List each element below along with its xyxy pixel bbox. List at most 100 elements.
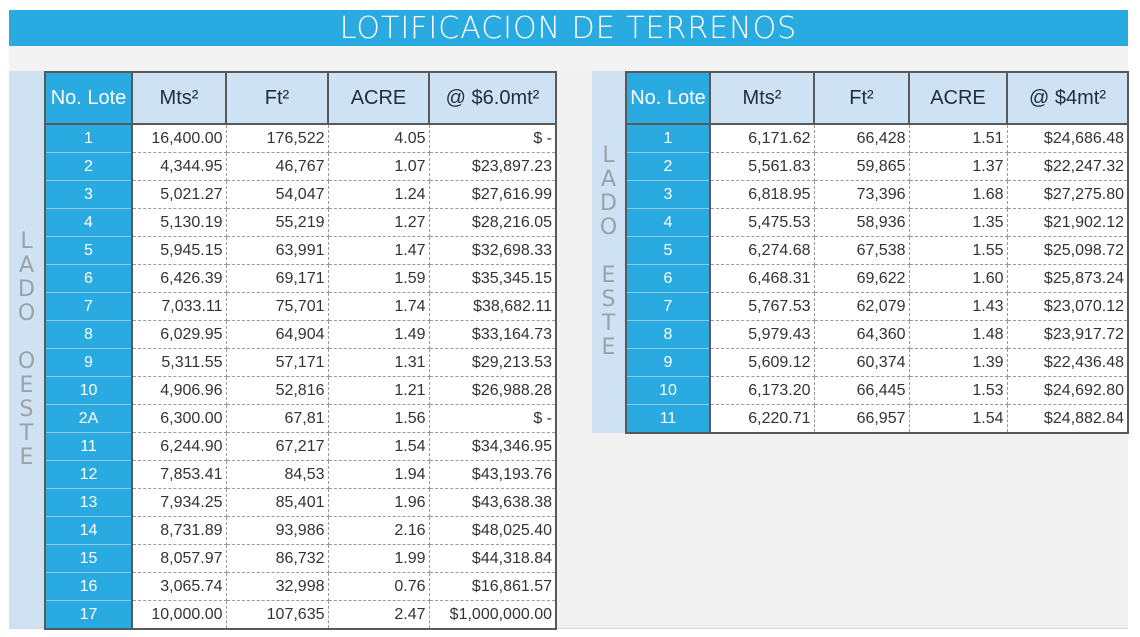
table-cell[interactable]: $1,000,000.00: [429, 600, 557, 630]
table-cell[interactable]: 4.05: [328, 124, 430, 153]
table-cell[interactable]: $22,247.32: [1007, 152, 1129, 181]
table-row[interactable]: 3 6,818.95 73,396 1.68 $27,275.80: [625, 180, 1129, 209]
lot-number-cell[interactable]: 5: [625, 236, 711, 265]
table-cell[interactable]: 1.96: [328, 488, 430, 517]
table-row[interactable]: 17 10,000.00 107,635 2.47 $1,000,000.00: [44, 600, 557, 630]
table-row[interactable]: 2A 6,300.00 67,81 1.56 $ -: [44, 404, 557, 433]
table-cell[interactable]: 1.48: [909, 320, 1008, 349]
table-cell[interactable]: 8,731.89: [132, 516, 227, 545]
column-header[interactable]: No. Lote: [44, 71, 133, 125]
lot-number-cell[interactable]: 15: [44, 544, 133, 573]
table-cell[interactable]: 1.55: [909, 236, 1008, 265]
table-cell[interactable]: 4,906.96: [132, 376, 227, 405]
table-cell[interactable]: 5,475.53: [710, 208, 815, 237]
table-cell[interactable]: 60,374: [814, 348, 910, 377]
table-cell[interactable]: $43,193.76: [429, 460, 557, 489]
lot-number-cell[interactable]: 2: [44, 152, 133, 181]
table-cell[interactable]: 1.21: [328, 376, 430, 405]
lot-number-cell[interactable]: 14: [44, 516, 133, 545]
table-row[interactable]: 15 8,057.97 86,732 1.99 $44,318.84: [44, 544, 557, 573]
table-cell[interactable]: 5,130.19: [132, 208, 227, 237]
lot-number-cell[interactable]: 12: [44, 460, 133, 489]
table-cell[interactable]: $ -: [429, 124, 557, 153]
table-cell[interactable]: 54,047: [226, 180, 329, 209]
lot-number-cell[interactable]: 1: [625, 124, 711, 153]
table-cell[interactable]: 5,767.53: [710, 292, 815, 321]
lot-number-cell[interactable]: 11: [625, 404, 711, 434]
table-cell[interactable]: 62,079: [814, 292, 910, 321]
table-cell[interactable]: 5,311.55: [132, 348, 227, 377]
table-cell[interactable]: 64,904: [226, 320, 329, 349]
table-row[interactable]: 14 8,731.89 93,986 2.16 $48,025.40: [44, 516, 557, 545]
table-row[interactable]: 10 4,906.96 52,816 1.21 $26,988.28: [44, 376, 557, 405]
column-header[interactable]: ACRE: [908, 71, 1008, 125]
table-cell[interactable]: 52,816: [226, 376, 329, 405]
table-cell[interactable]: $16,861.57: [429, 572, 557, 601]
table-cell[interactable]: 2.47: [328, 600, 430, 630]
table-cell[interactable]: 1.94: [328, 460, 430, 489]
table-row[interactable]: 13 7,934.25 85,401 1.96 $43,638.38: [44, 488, 557, 517]
table-cell[interactable]: 5,561.83: [710, 152, 815, 181]
table-cell[interactable]: 6,300.00: [132, 404, 227, 433]
table-cell[interactable]: $32,698.33: [429, 236, 557, 265]
table-cell[interactable]: 1.54: [909, 404, 1008, 434]
table-cell[interactable]: 1.56: [328, 404, 430, 433]
table-cell[interactable]: 69,171: [226, 264, 329, 293]
table-cell[interactable]: 1.60: [909, 264, 1008, 293]
lot-number-cell[interactable]: 3: [625, 180, 711, 209]
table-cell[interactable]: 73,396: [814, 180, 910, 209]
table-cell[interactable]: 1.07: [328, 152, 430, 181]
table-cell[interactable]: 6,818.95: [710, 180, 815, 209]
lot-number-cell[interactable]: 17: [44, 600, 133, 630]
column-header[interactable]: @ $4mt²: [1006, 71, 1129, 125]
lot-number-cell[interactable]: 4: [44, 208, 133, 237]
table-cell[interactable]: 6,029.95: [132, 320, 227, 349]
table-cell[interactable]: 6,173.20: [710, 376, 815, 405]
table-cell[interactable]: 66,445: [814, 376, 910, 405]
table-cell[interactable]: 1.49: [328, 320, 430, 349]
table-cell[interactable]: 46,767: [226, 152, 329, 181]
table-row[interactable]: 12 7,853.41 84,53 1.94 $43,193.76: [44, 460, 557, 489]
lot-number-cell[interactable]: 5: [44, 236, 133, 265]
table-cell[interactable]: $33,164.73: [429, 320, 557, 349]
table-cell[interactable]: 2.16: [328, 516, 430, 545]
table-cell[interactable]: 1.54: [328, 432, 430, 461]
table-cell[interactable]: 86,732: [226, 544, 329, 573]
table-cell[interactable]: $27,275.80: [1007, 180, 1129, 209]
table-cell[interactable]: 66,428: [814, 124, 910, 153]
lot-number-cell[interactable]: 10: [625, 376, 711, 405]
table-row[interactable]: 5 6,274.68 67,538 1.55 $25,098.72: [625, 236, 1129, 265]
table-cell[interactable]: 6,468.31: [710, 264, 815, 293]
table-cell[interactable]: 85,401: [226, 488, 329, 517]
table-row[interactable]: 2 4,344.95 46,767 1.07 $23,897.23: [44, 152, 557, 181]
table-row[interactable]: 16 3,065.74 32,998 0.76 $16,861.57: [44, 572, 557, 601]
table-cell[interactable]: 1.31: [328, 348, 430, 377]
table-cell[interactable]: $24,692.80: [1007, 376, 1129, 405]
table-cell[interactable]: 1.39: [909, 348, 1008, 377]
table-cell[interactable]: 63,991: [226, 236, 329, 265]
table-cell[interactable]: 8,057.97: [132, 544, 227, 573]
table-cell[interactable]: $24,686.48: [1007, 124, 1129, 153]
table-cell[interactable]: 1.35: [909, 208, 1008, 237]
table-cell[interactable]: 84,53: [226, 460, 329, 489]
lot-number-cell[interactable]: 6: [625, 264, 711, 293]
table-cell[interactable]: $ -: [429, 404, 557, 433]
table-cell[interactable]: 1.51: [909, 124, 1008, 153]
table-row[interactable]: 1 16,400.00 176,522 4.05 $ -: [44, 124, 557, 153]
table-cell[interactable]: 176,522: [226, 124, 329, 153]
table-cell[interactable]: 1.53: [909, 376, 1008, 405]
table-cell[interactable]: $26,988.28: [429, 376, 557, 405]
table-row[interactable]: 3 5,021.27 54,047 1.24 $27,616.99: [44, 180, 557, 209]
table-cell[interactable]: 107,635: [226, 600, 329, 630]
table-cell[interactable]: 75,701: [226, 292, 329, 321]
table-cell[interactable]: 5,979.43: [710, 320, 815, 349]
table-cell[interactable]: $23,070.12: [1007, 292, 1129, 321]
table-cell[interactable]: $48,025.40: [429, 516, 557, 545]
lot-number-cell[interactable]: 8: [625, 320, 711, 349]
table-row[interactable]: 11 6,220.71 66,957 1.54 $24,882.84: [625, 404, 1129, 434]
table-cell[interactable]: 6,274.68: [710, 236, 815, 265]
column-header[interactable]: Mts²: [709, 71, 815, 125]
table-cell[interactable]: 6,244.90: [132, 432, 227, 461]
table-cell[interactable]: $38,682.11: [429, 292, 557, 321]
table-cell[interactable]: $23,917.72: [1007, 320, 1129, 349]
